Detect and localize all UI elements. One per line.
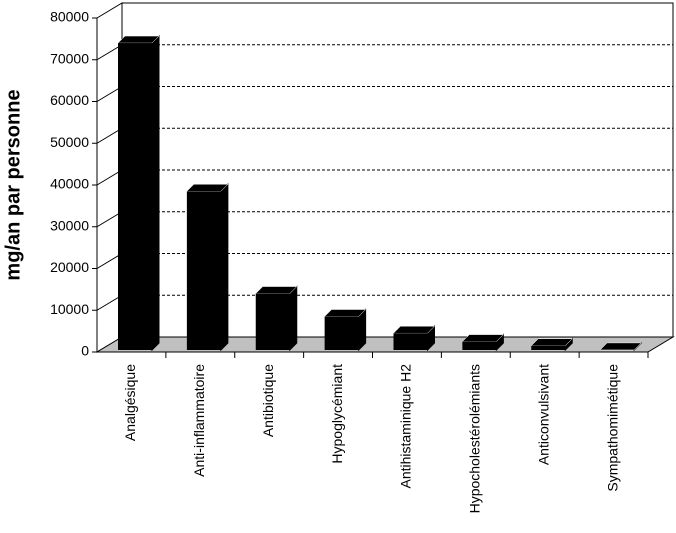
grid-line [96,211,123,228]
y-tick-label: 0 [81,343,89,359]
x-tick-label: Sympathomimétique [604,364,620,492]
y-tick-label: 70000 [50,50,89,66]
grid-line [96,169,123,186]
grid-line [96,127,123,144]
bar [531,345,566,350]
bar [186,191,221,350]
bar-top [599,342,642,351]
bar [324,316,359,350]
bar-top [461,334,504,342]
bar-top [255,286,298,294]
y-tick-label: 80000 [50,9,89,25]
bar [118,43,152,351]
grid-line [96,294,123,311]
y-tick-label: 40000 [50,176,89,192]
grid-line [96,253,123,269]
y-tick-label: 10000 [50,301,89,317]
y-tick-label: 50000 [50,134,89,150]
bar [255,293,290,350]
x-tick-label: Antihistaminique H2 [398,364,414,489]
bar-top [324,309,367,317]
x-tick-label: Hypocholestérolémiants [467,364,483,513]
x-tick-label: Hypoglycémiant [329,364,345,464]
y-axis-label: mg/an par personne [2,89,24,280]
bar-side [289,285,298,352]
bar [462,341,497,350]
x-tick-label: Anti-inflammatoire [191,364,207,477]
bar-side [220,183,229,352]
y-tick-label: 60000 [50,92,89,108]
grid-line [96,86,123,102]
grid-line [96,44,123,61]
x-tick-label: Analgésique [122,364,138,441]
x-tick-label: Anticonvulsivant [535,364,551,465]
y-tick-label: 20000 [50,259,89,275]
bar-side [151,34,160,352]
bar [393,333,428,350]
y-tick-label: 30000 [50,217,89,233]
floor [95,336,675,353]
bar-top [186,184,229,192]
bar-top [530,338,573,346]
bar-top [392,325,436,334]
x-tick-label: Antibiotique [260,364,276,437]
bar-top [117,35,160,44]
